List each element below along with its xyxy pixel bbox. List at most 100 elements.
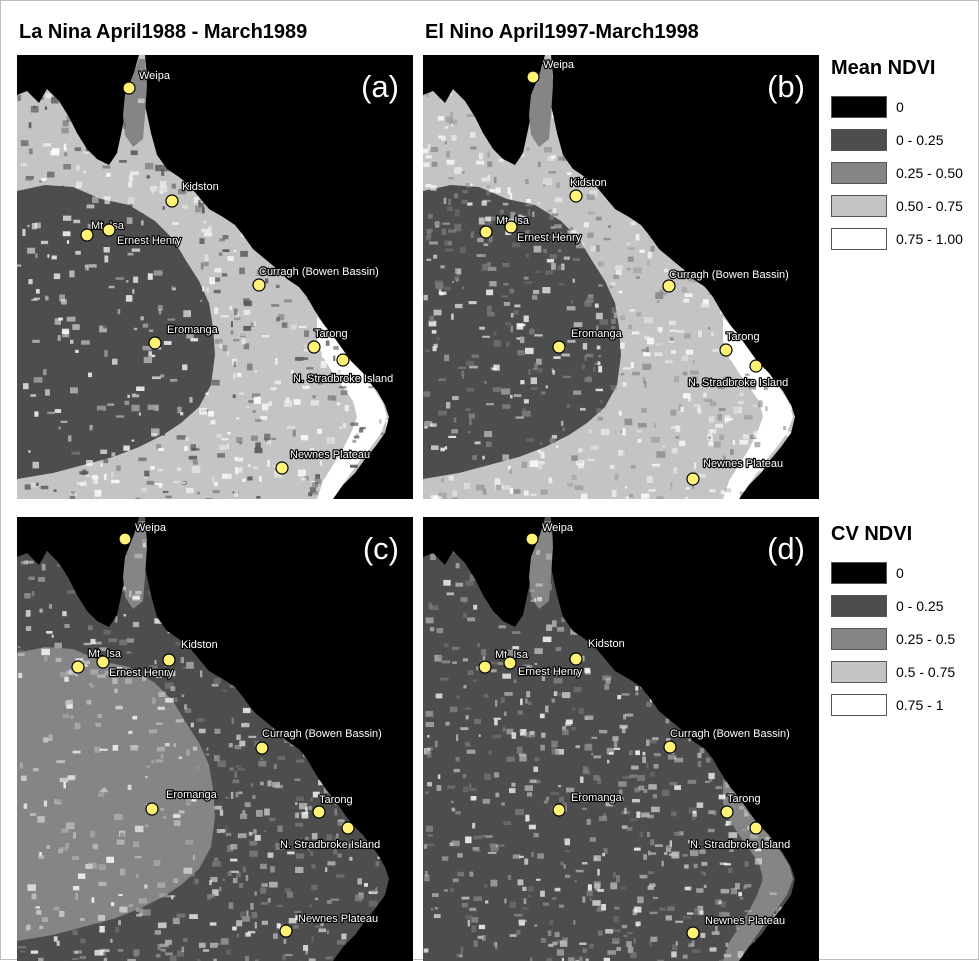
site-marker [750, 822, 762, 834]
legend-swatch [831, 628, 887, 650]
site-label: Tarong [727, 793, 761, 805]
site-marker [664, 741, 676, 753]
site-label: Ernest Henry [517, 232, 582, 244]
legend-item: 0 - 0.25 [831, 589, 955, 622]
site-label: Weipa [139, 70, 171, 82]
site-marker [342, 822, 354, 834]
column-title-la-nina: La Nina April1988 - March1989 [19, 21, 307, 44]
site-label: Tarong [726, 331, 760, 343]
site-label: Newnes Plateau [705, 915, 785, 927]
legend-swatch [831, 162, 887, 184]
site-label: Curragh (Bowen Bassin) [669, 269, 789, 281]
site-marker [123, 82, 135, 94]
site-marker [570, 190, 582, 202]
legend-item: 0.75 - 1.00 [831, 222, 963, 255]
legend-item: 0 - 0.25 [831, 123, 963, 156]
site-label: Ernest Henry [109, 667, 174, 679]
site-marker [166, 195, 178, 207]
site-label: Tarong [319, 794, 353, 806]
legend-title: Mean NDVI [831, 57, 963, 80]
site-label: Eromanga [166, 789, 218, 801]
site-label: Curragh (Bowen Bassin) [670, 728, 790, 740]
site-label: N. Stradbroke Island [688, 377, 788, 389]
legend-swatch [831, 195, 887, 217]
site-marker [526, 533, 538, 545]
panel-label: (c) [363, 531, 399, 567]
legend-swatch [831, 96, 887, 118]
column-title-el-nino: El Nino April1997-March1998 [425, 21, 699, 44]
site-label: N. Stradbroke Island [690, 839, 790, 851]
site-label: Kidston [182, 181, 219, 193]
site-marker [280, 925, 292, 937]
legend-swatch [831, 694, 887, 716]
site-label: Eromanga [571, 792, 623, 804]
legend-item-label: 0.50 - 0.75 [896, 198, 963, 214]
legend-item-label: 0 - 0.25 [896, 132, 943, 148]
legend-swatch [831, 562, 887, 584]
site-marker [72, 661, 84, 673]
legend-mean-ndvi: Mean NDVI 0 0 - 0.25 0.25 - 0.50 0.50 - … [831, 57, 963, 255]
site-label: Ernest Henry [117, 235, 182, 247]
site-marker [480, 226, 492, 238]
panel-label: (d) [767, 531, 805, 567]
site-marker [687, 473, 699, 485]
legend-item: 0 [831, 90, 963, 123]
site-marker [119, 533, 131, 545]
site-label: Eromanga [571, 328, 623, 340]
site-marker [163, 654, 175, 666]
site-label: Weipa [543, 59, 575, 71]
legend-item-label: 0.25 - 0.5 [896, 631, 955, 647]
site-marker [256, 742, 268, 754]
legend-item-label: 0 [896, 99, 904, 115]
site-marker [313, 806, 325, 818]
legend-swatch [831, 661, 887, 683]
site-label: N. Stradbroke Island [293, 373, 393, 385]
site-label: Eromanga [167, 324, 219, 336]
legend-item-label: 0 [896, 565, 904, 581]
site-label: Newnes Plateau [298, 913, 378, 925]
site-label: Curragh (Bowen Bassin) [259, 266, 379, 278]
site-marker [308, 341, 320, 353]
site-marker [146, 803, 158, 815]
panel-label: (a) [361, 69, 399, 105]
site-label: Kidston [181, 639, 218, 651]
site-marker [479, 661, 491, 673]
site-marker [505, 221, 517, 233]
legend-item-label: 0 - 0.25 [896, 598, 943, 614]
legend-item-label: 0.25 - 0.50 [896, 165, 963, 181]
site-marker [337, 354, 349, 366]
site-marker [149, 337, 161, 349]
legend-item-label: 0.75 - 1.00 [896, 231, 963, 247]
site-marker [97, 656, 109, 668]
legend-swatch [831, 595, 887, 617]
legend-item-label: 0.75 - 1 [896, 697, 943, 713]
site-label: N. Stradbroke Island [280, 839, 380, 851]
legend-item: 0 [831, 556, 955, 589]
site-label: Kidston [588, 638, 625, 650]
site-marker [687, 927, 699, 939]
site-marker [720, 344, 732, 356]
legend-item: 0.25 - 0.50 [831, 156, 963, 189]
site-label: Ernest Henry [518, 666, 583, 678]
site-label: Curragh (Bowen Bassin) [262, 728, 382, 740]
legend-item: 0.50 - 0.75 [831, 189, 963, 222]
site-marker [553, 341, 565, 353]
site-marker [103, 224, 115, 236]
site-marker [553, 804, 565, 816]
site-marker [721, 806, 733, 818]
site-label: Weipa [135, 522, 167, 534]
site-marker [527, 71, 539, 83]
site-label: Newnes Plateau [703, 458, 783, 470]
site-marker [570, 653, 582, 665]
site-label: Tarong [314, 328, 348, 340]
site-label: Weipa [542, 522, 574, 534]
site-marker [663, 280, 675, 292]
